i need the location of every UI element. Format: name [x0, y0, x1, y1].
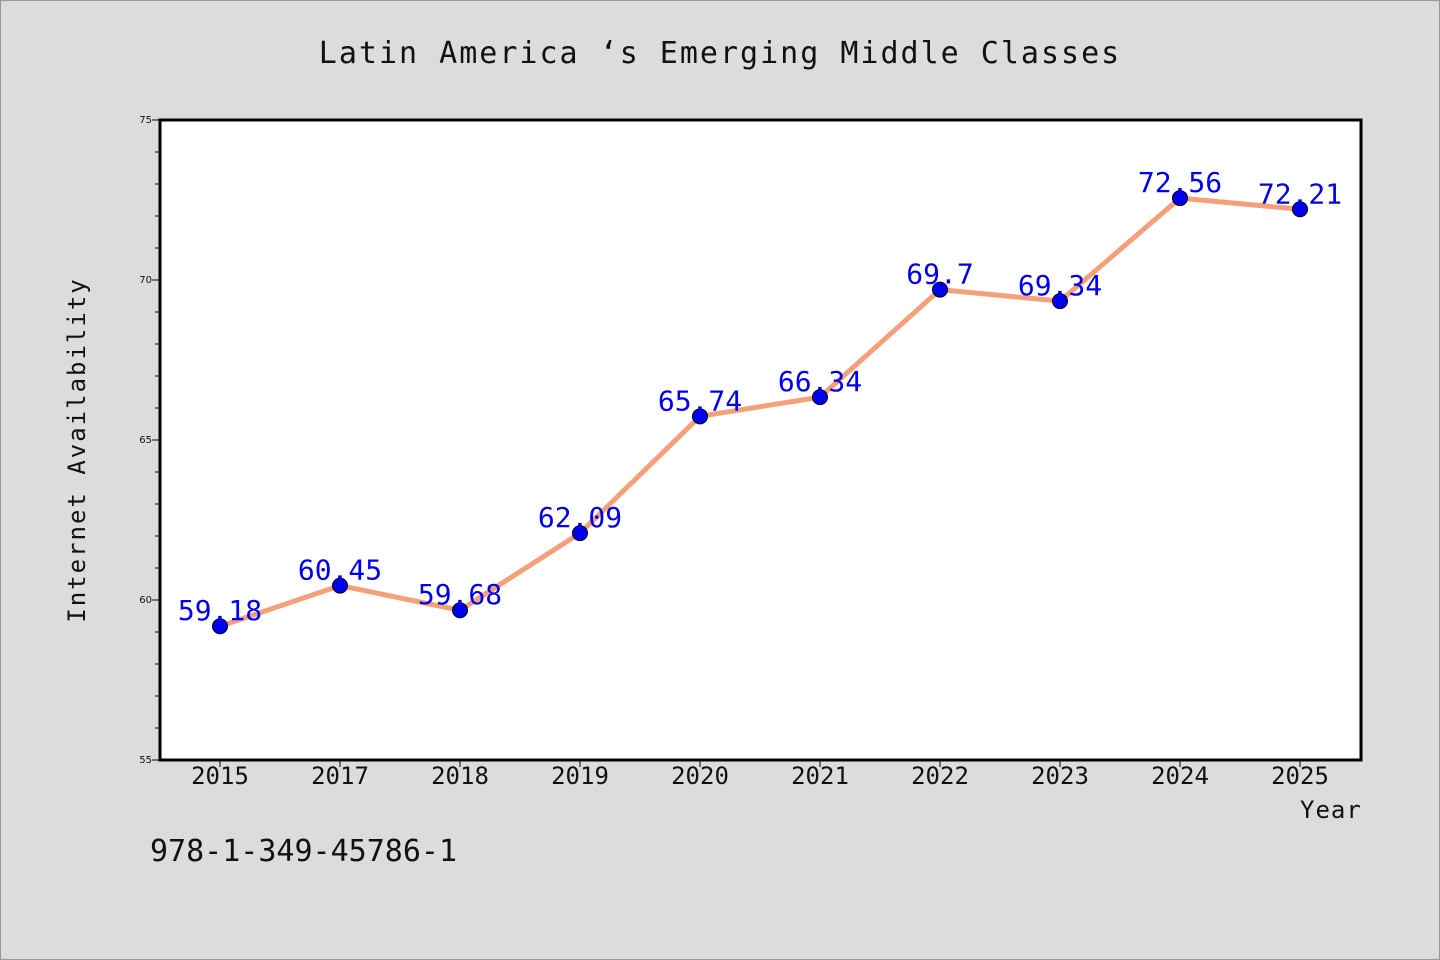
data-point [1052, 293, 1068, 310]
data-point [1292, 201, 1308, 218]
data-label: 66.34 [778, 365, 862, 398]
data-label: 62.09 [538, 501, 622, 534]
x-tick-label: 2018 [431, 762, 489, 790]
data-label: 72.21 [1258, 177, 1342, 210]
data-point [332, 577, 348, 594]
y-tick-label: 60 [139, 595, 152, 606]
data-point [452, 602, 468, 619]
data-label: 69.7 [906, 258, 973, 291]
x-tick-label: 2024 [1151, 762, 1209, 790]
x-tick-label: 2015 [191, 762, 249, 790]
y-tick-label: 65 [139, 435, 152, 446]
y-tick-label: 75 [139, 115, 152, 126]
data-point [932, 281, 948, 298]
data-label: 60.45 [298, 554, 382, 587]
data-label: 65.74 [658, 384, 742, 417]
x-tick-label: 2019 [551, 762, 609, 790]
isbn-footnote: 978-1-349-45786-1 [150, 834, 458, 869]
y-tick-label: 55 [139, 755, 152, 766]
data-point [1172, 190, 1188, 207]
data-point [572, 525, 588, 542]
data-label: 72.56 [1138, 166, 1222, 199]
series-line [217, 195, 1303, 629]
x-tick-label: 2020 [671, 762, 729, 790]
plot-border [158, 118, 1363, 762]
x-tick-label: 2023 [1031, 762, 1089, 790]
x-tick-label: 2025 [1271, 762, 1329, 790]
plot-area [160, 120, 1361, 760]
data-label: 59.68 [418, 578, 502, 611]
x-tick-label: 2017 [311, 762, 369, 790]
data-label: 69.34 [1018, 269, 1102, 302]
data-point [812, 389, 828, 406]
x-tick-label: 2022 [911, 762, 969, 790]
data-point [692, 408, 708, 425]
x-tick-label: 2021 [791, 762, 849, 790]
y-tick-label: 70 [139, 275, 152, 286]
x-axis-label: Year [1300, 796, 1362, 824]
chart-title: Latin America ‘s Emerging Middle Classes [318, 36, 1122, 71]
data-point [212, 618, 228, 635]
data-label: 59.18 [178, 594, 262, 627]
